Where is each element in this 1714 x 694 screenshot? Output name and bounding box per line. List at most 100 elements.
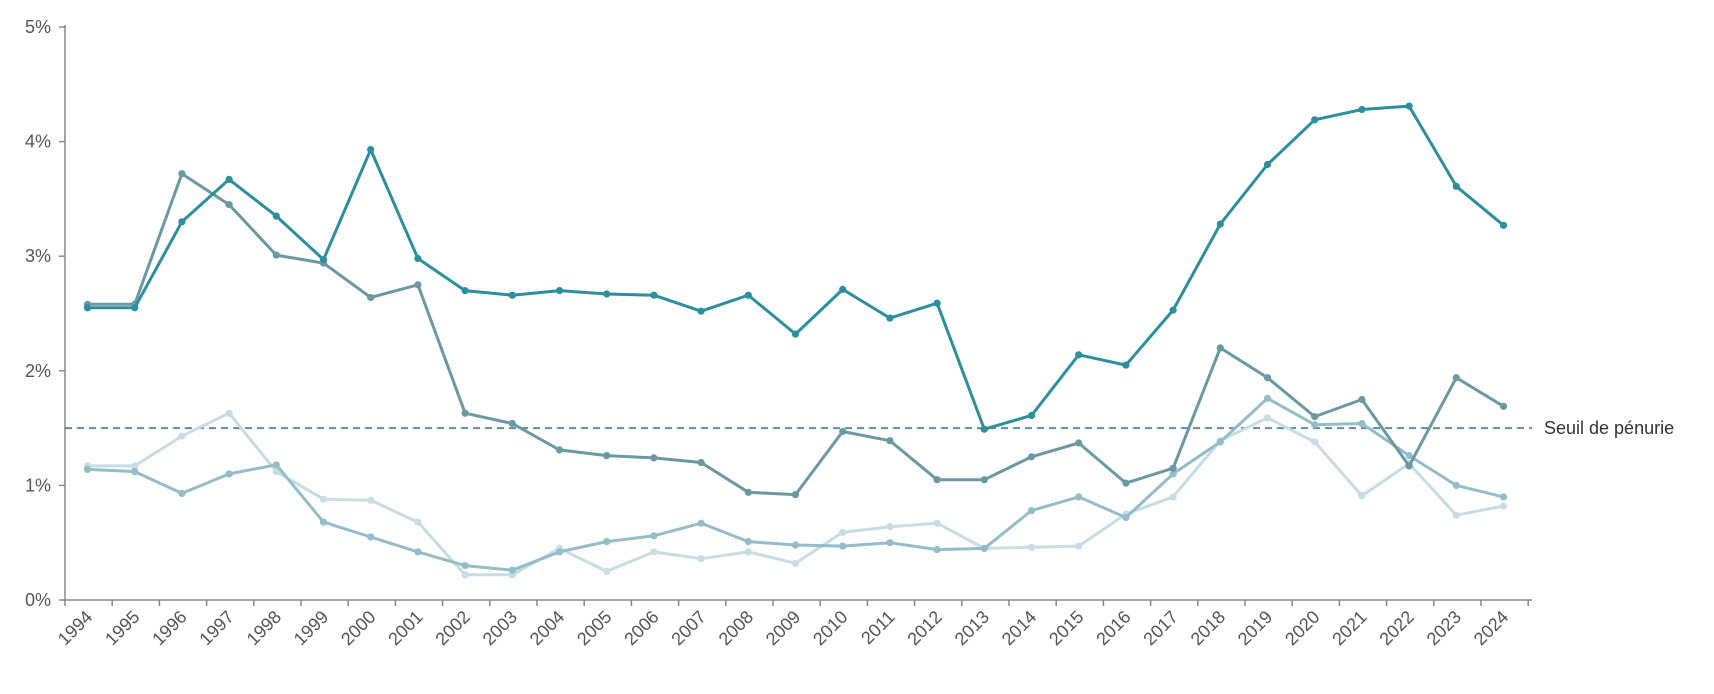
data-point xyxy=(1075,542,1083,550)
data-point xyxy=(1216,344,1224,352)
data-point xyxy=(744,538,752,546)
x-tick-label: 2018 xyxy=(1187,607,1229,649)
data-point xyxy=(414,518,422,526)
data-point xyxy=(933,546,941,554)
data-point xyxy=(367,293,375,302)
threshold-label: Seuil de pénurie xyxy=(1544,418,1674,438)
data-point xyxy=(603,290,611,298)
data-point xyxy=(1169,306,1177,314)
data-point xyxy=(225,201,233,209)
data-point xyxy=(1169,493,1177,501)
data-point xyxy=(1452,481,1460,489)
data-point xyxy=(555,446,564,454)
data-point xyxy=(1499,502,1508,510)
data-point xyxy=(367,496,375,504)
data-point xyxy=(744,291,752,299)
data-point xyxy=(1452,374,1460,382)
data-point xyxy=(508,566,516,574)
data-point xyxy=(414,548,422,556)
y-tick-label: 0% xyxy=(25,590,51,610)
x-tick-label: 2001 xyxy=(384,607,426,649)
x-tick-label: 2003 xyxy=(479,607,521,649)
axes: 0% 1% 2% 3% 4% 5% 1994 1995 1996 1997 1998 1999 2000… xyxy=(25,17,1532,649)
data-point xyxy=(744,548,752,556)
data-point xyxy=(886,523,894,531)
data-point xyxy=(886,539,894,547)
data-point xyxy=(508,291,516,299)
x-tick-label: 2024 xyxy=(1470,607,1512,649)
data-point xyxy=(1027,453,1036,461)
data-point xyxy=(1075,493,1083,501)
data-point xyxy=(1263,414,1272,422)
data-point xyxy=(650,532,658,540)
data-point xyxy=(367,533,375,541)
data-point xyxy=(933,476,941,484)
data-point xyxy=(1263,374,1272,382)
x-tick-label: 2023 xyxy=(1423,607,1465,649)
data-point xyxy=(603,452,611,460)
y-tick-label: 2% xyxy=(25,361,51,381)
x-tick-label: 2000 xyxy=(337,607,379,649)
series-3 xyxy=(83,394,1508,574)
x-tick-label: 2021 xyxy=(1328,607,1370,649)
x-tick-label: 1998 xyxy=(243,607,285,649)
data-point xyxy=(1405,462,1413,470)
series-1 xyxy=(83,102,1508,433)
x-tick-label: 2019 xyxy=(1234,607,1276,649)
data-point xyxy=(1358,492,1366,500)
x-tick-label: 2007 xyxy=(667,607,709,649)
x-tick-label: 2005 xyxy=(573,607,615,649)
data-point xyxy=(131,468,139,476)
data-point xyxy=(1027,507,1036,515)
x-tick-label: 2014 xyxy=(998,607,1040,649)
data-point xyxy=(1216,438,1224,446)
data-point xyxy=(697,458,705,467)
x-tick-label: 1999 xyxy=(290,607,332,649)
data-point xyxy=(1405,452,1413,460)
x-tick-label: 2013 xyxy=(951,607,993,649)
data-point xyxy=(1027,411,1036,420)
data-point xyxy=(225,409,233,417)
data-point xyxy=(272,468,280,476)
data-point xyxy=(178,170,186,178)
data-point xyxy=(980,476,988,484)
x-tick-label: 2011 xyxy=(857,607,899,649)
data-point xyxy=(555,548,564,556)
data-point xyxy=(461,562,469,570)
y-tick-label: 3% xyxy=(25,246,51,266)
data-point xyxy=(980,425,988,433)
data-point xyxy=(1311,421,1319,429)
data-point xyxy=(933,519,941,527)
x-tick-label: 2012 xyxy=(903,607,945,649)
data-point xyxy=(1311,116,1319,124)
data-point xyxy=(1405,102,1413,110)
data-point xyxy=(1311,413,1319,421)
data-point xyxy=(791,559,800,567)
data-point xyxy=(1263,394,1272,402)
data-point xyxy=(83,465,92,473)
threshold-group: Seuil de pénurie xyxy=(65,418,1674,438)
data-point xyxy=(697,307,705,315)
data-point xyxy=(1499,221,1508,229)
data-point xyxy=(697,519,705,527)
x-tick-label: 2017 xyxy=(1139,607,1181,649)
data-point xyxy=(1216,220,1224,228)
data-point xyxy=(1311,438,1319,446)
data-point xyxy=(1358,105,1366,114)
x-tick-label: 2004 xyxy=(526,607,568,649)
data-point xyxy=(319,518,328,526)
data-point xyxy=(791,541,800,549)
series-group xyxy=(83,102,1508,579)
data-point xyxy=(367,146,375,154)
data-point xyxy=(886,314,894,322)
data-point xyxy=(980,544,988,553)
data-point xyxy=(1452,511,1460,519)
data-point xyxy=(178,218,186,226)
data-point xyxy=(272,251,280,259)
data-point xyxy=(839,542,847,550)
data-point xyxy=(1263,160,1272,169)
data-point xyxy=(225,175,233,183)
data-point xyxy=(178,489,186,497)
data-point xyxy=(650,454,658,462)
